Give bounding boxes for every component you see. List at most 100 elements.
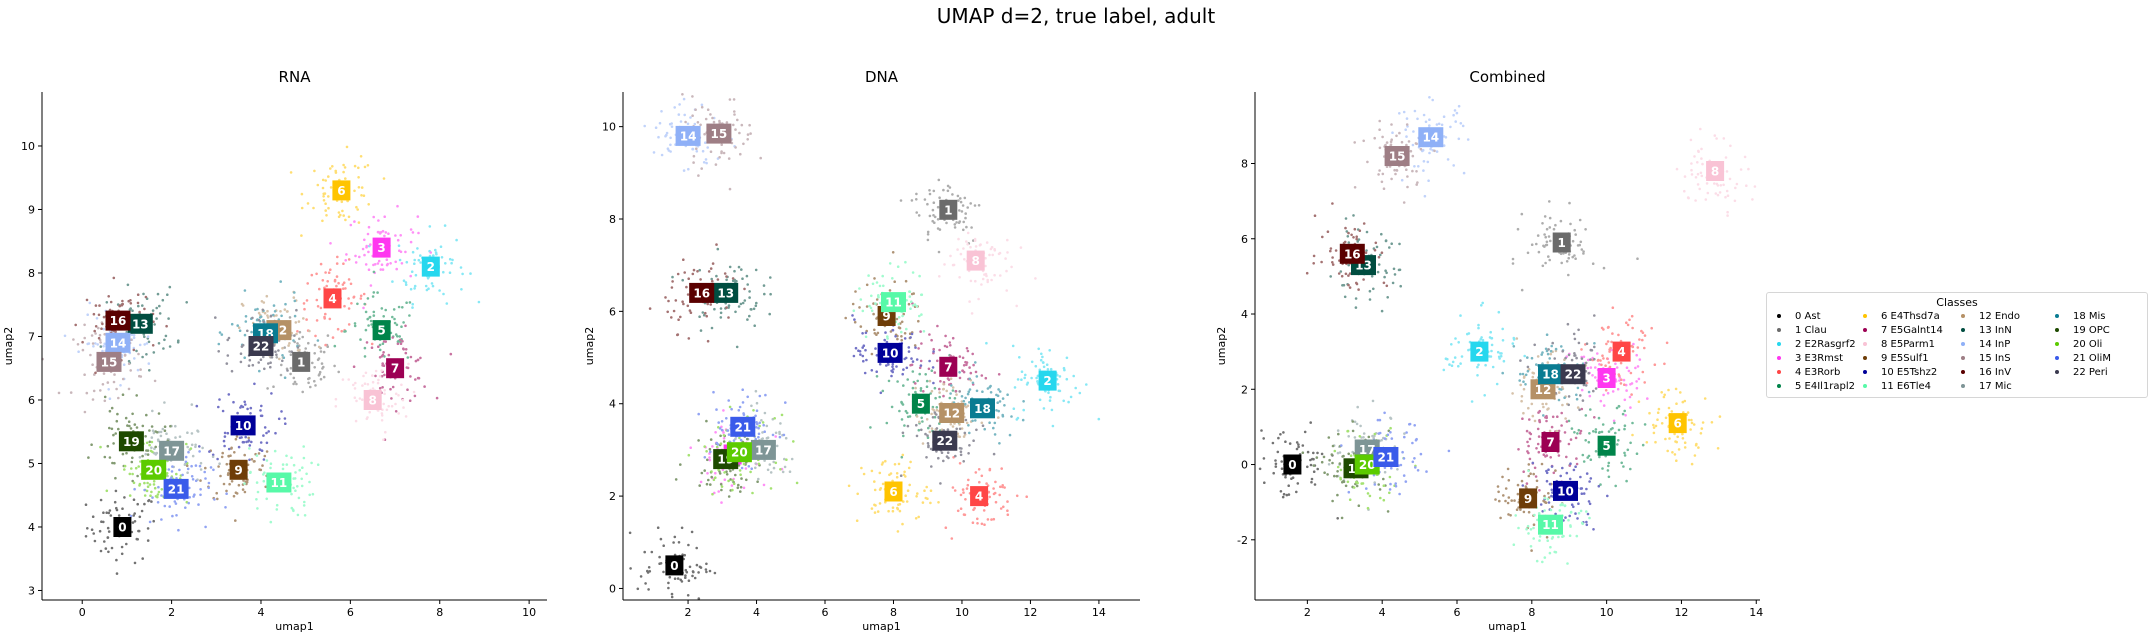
scatter-point [1591,262,1595,266]
scatter-point [1497,355,1501,359]
scatter-point [384,308,388,312]
scatter-point [1041,355,1044,359]
scatter-point [1338,462,1342,465]
scatter-point [201,446,204,450]
scatter-point [1377,255,1381,259]
scatter-point [1382,187,1386,190]
scatter-point [190,464,193,468]
scatter-point [315,319,319,322]
scatter-point [1390,177,1393,181]
scatter-point [1673,453,1677,456]
scatter-point [1631,421,1634,425]
scatter-point [875,375,879,378]
scatter-point [697,439,700,442]
scatter-point [795,481,799,485]
scatter-point [1648,411,1651,415]
scatter-point [136,502,139,506]
scatter-point [1690,173,1694,176]
scatter-point [927,367,931,371]
scatter-point [1457,137,1461,141]
scatter-point [749,308,753,311]
scatter-point [329,242,332,245]
scatter-point [754,466,757,470]
scatter-point [1567,518,1570,522]
scatter-point [715,408,718,411]
scatter-point [322,375,326,379]
scatter-point [1331,444,1335,448]
scatter-point [1501,339,1505,342]
scatter-point [1626,323,1630,327]
scatter-point [687,277,690,281]
x-tick-label: 12 [1023,606,1037,619]
scatter-point [322,350,326,354]
scatter-point [629,567,632,570]
scatter-point [938,275,941,278]
scatter-point [1042,407,1046,410]
scatter-point [1271,441,1275,445]
scatter-point [763,430,766,434]
scatter-point [1617,428,1621,432]
scatter-point [406,356,410,359]
scatter-point [137,352,140,356]
scatter-point [1530,402,1534,406]
scatter-point [397,305,401,309]
scatter-point [171,514,174,518]
scatter-point [1341,455,1344,458]
scatter-point [1600,363,1603,367]
scatter-point [639,575,643,578]
cluster-label-8: 8 [363,390,382,410]
scatter-point [175,514,178,517]
scatter-point [222,439,226,443]
scatter-point [717,421,720,424]
scatter-point [1579,487,1583,490]
scatter-point [365,341,369,344]
scatter-point [859,298,863,301]
scatter-point [1328,458,1331,462]
scatter-point [1576,406,1580,409]
scatter-point [1682,411,1685,414]
scatter-point [871,282,875,286]
scatter-point [1568,477,1572,481]
scatter-point [995,409,998,412]
scatter-point [76,343,80,346]
scatter-point [965,421,969,425]
scatter-point [989,391,993,394]
scatter-point [1339,476,1342,480]
scatter-point [847,484,851,488]
scatter-point [153,486,157,490]
scatter-point [757,435,760,439]
scatter-point [302,302,306,305]
scatter-point [151,450,154,454]
scatter-point [1598,455,1601,459]
scatter-point [959,493,963,497]
scatter-point [1449,125,1452,129]
scatter-point [1545,454,1549,457]
scatter-point [319,306,323,310]
scatter-point [1062,399,1065,403]
scatter-point [1548,357,1551,360]
scatter-point [1414,142,1418,145]
scatter-point [861,354,865,358]
scatter-point [1405,143,1408,147]
scatter-point [873,480,876,483]
scatter-point [186,471,189,475]
scatter-point [409,240,413,244]
scatter-point [1501,327,1504,331]
scatter-point [107,550,110,554]
scatter-point [108,509,112,512]
scatter-point [870,352,874,356]
scatter-point [1378,431,1382,435]
scatter-point [967,452,970,455]
scatter-point [396,335,399,338]
scatter-point [992,492,996,496]
scatter-point [647,588,650,591]
scatter-point [263,426,267,429]
scatter-point [933,386,937,390]
scatter-point [678,103,681,106]
scatter-point [1535,559,1539,563]
scatter-point [105,511,108,514]
scatter-point [669,143,672,147]
scatter-point [1522,380,1525,384]
scatter-point [904,279,908,283]
scatter-point [737,305,741,308]
